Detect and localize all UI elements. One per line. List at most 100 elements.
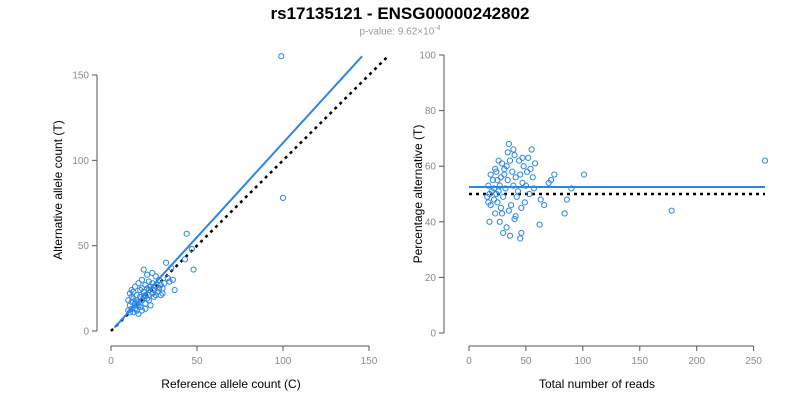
right-data-point: [498, 210, 506, 217]
right-data-point: [511, 151, 518, 159]
left-fit-line: [113, 55, 363, 329]
right-data-point: [526, 190, 533, 198]
right-data-point: [531, 160, 539, 167]
right-data-point: [505, 207, 512, 214]
right-data-point: [529, 174, 536, 181]
left-data-point: [190, 266, 197, 273]
pvalue-exponent: -4: [434, 25, 441, 32]
right-data-point: [485, 199, 492, 206]
right-data-point: [495, 157, 502, 164]
right-data-point: [508, 202, 515, 209]
right-data-point: [500, 229, 507, 237]
right-data-point: [518, 204, 525, 211]
right-data-point: [501, 165, 508, 173]
right-data-point: [498, 160, 506, 167]
left-x-tick-label: 50: [191, 356, 203, 367]
right-x-tick-label: 150: [631, 356, 648, 367]
left-data-point: [159, 290, 166, 297]
right-data-point: [485, 182, 492, 189]
left-data-point: [130, 295, 137, 302]
right-data-point: [545, 179, 552, 186]
right-data-point: [492, 165, 499, 173]
left-data-point: [149, 280, 156, 287]
left-data-point: [171, 286, 178, 294]
right-data-point: [519, 154, 526, 161]
pvalue-text: p-value: 9.62×10: [359, 26, 435, 38]
left-data-point: [279, 194, 287, 201]
right-data-point: [503, 224, 510, 231]
right-data-point: [494, 177, 501, 184]
left-data-point: [138, 307, 146, 314]
left-data-point: [145, 286, 152, 294]
left-data-point: [138, 285, 146, 292]
right-y-tick-label: 80: [425, 106, 437, 117]
right-data-point: [496, 182, 503, 189]
right-data-point: [506, 157, 514, 164]
right-y-axis-label: Percentage alternative (T): [411, 125, 425, 264]
right-x-tick-label: 250: [745, 356, 762, 367]
right-data-point: [497, 204, 504, 211]
right-data-point: [512, 213, 519, 220]
right-data-point: [493, 168, 500, 175]
right-data-point: [525, 154, 532, 161]
right-data-point: [513, 193, 520, 200]
left-data-point: [183, 230, 190, 237]
right-data-point: [520, 163, 527, 170]
right-data-point: [551, 171, 558, 178]
left-data-point: [135, 280, 142, 287]
left-x-tick-label: 0: [108, 356, 114, 367]
left-x-tick-label: 100: [275, 356, 292, 367]
right-data-point: [512, 174, 519, 181]
left-data-point: [149, 269, 156, 277]
left-y-tick-label: 150: [72, 71, 89, 82]
left-x-tick-label: 150: [361, 356, 378, 367]
left-data-point: [140, 266, 147, 273]
left-y-tick-label: 100: [72, 156, 89, 167]
right-data-point: [580, 171, 588, 178]
left-data-point: [162, 259, 170, 266]
right-data-point: [668, 207, 675, 214]
right-data-point: [527, 165, 534, 173]
right-data-point: [504, 177, 511, 184]
right-data-point: [561, 210, 568, 217]
right-data-point: [510, 146, 517, 153]
right-y-tick-label: 60: [425, 162, 437, 173]
left-data-point: [145, 297, 152, 304]
right-data-point: [521, 199, 528, 206]
right-x-tick-label: 200: [688, 356, 705, 367]
right-data-point: [494, 199, 501, 206]
right-x-tick-label: 100: [575, 356, 592, 367]
right-data-point: [515, 157, 523, 164]
right-data-point: [492, 210, 499, 217]
left-data-point: [147, 283, 154, 290]
left-data-point: [169, 276, 177, 283]
right-y-tick-label: 40: [425, 217, 437, 228]
left-data-point: [157, 292, 164, 299]
left-data-point: [126, 290, 134, 297]
left-data-point: [144, 271, 151, 278]
right-data-point: [486, 218, 493, 225]
right-data-point: [484, 193, 491, 200]
left-data-point: [278, 53, 285, 60]
left-data-point: [147, 302, 154, 309]
right-y-tick-label: 0: [430, 329, 436, 340]
right-data-point: [496, 218, 503, 225]
left-y-axis-label: Alternative allele count (T): [51, 120, 65, 259]
left-data-point: [181, 256, 189, 263]
right-data-point: [536, 221, 543, 228]
right-data-point: [489, 177, 497, 184]
left-data-point: [137, 286, 144, 294]
right-data-point: [514, 188, 522, 195]
left-data-point: [135, 302, 142, 309]
right-data-point: [504, 149, 511, 156]
right-data-point: [490, 196, 498, 203]
right-data-point: [502, 185, 509, 192]
right-x-axis-label: Total number of reads: [539, 377, 655, 391]
right-data-point: [501, 171, 508, 178]
left-data-point: [133, 302, 140, 309]
left-y-tick-label: 50: [78, 241, 90, 252]
left-reference-line: [110, 55, 389, 332]
left-data-point: [152, 273, 159, 280]
left-data-point: [157, 281, 164, 289]
